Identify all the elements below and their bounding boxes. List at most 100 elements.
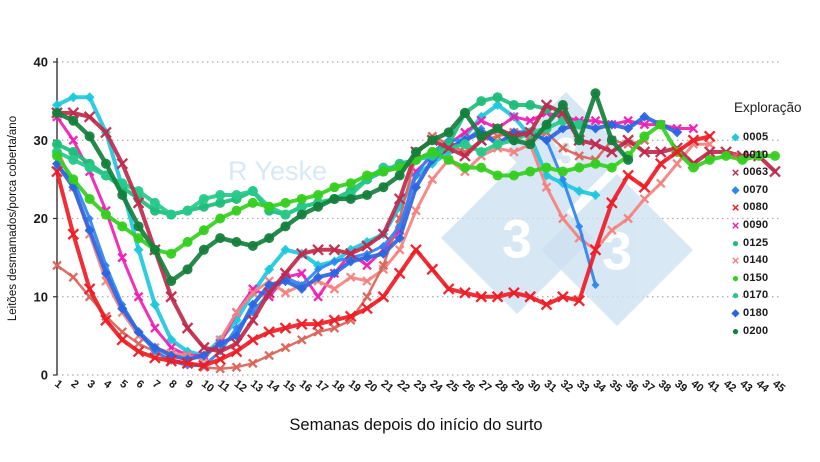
x-tick-label: 3 [85,378,97,391]
y-tick-label: 30 [34,133,48,148]
x-tick-label: 17 [313,378,330,395]
x-tick-label: 6 [134,378,146,391]
legend-item-0180: ◆ 0180 [728,305,818,323]
circle-marker-icon: ● [731,270,740,285]
x-tick-label: 9 [183,378,195,391]
x-tick-label: 22 [395,378,412,395]
x-tick-label: 14 [264,378,282,396]
x-tick-label: 28 [493,378,510,395]
legend-item-0070: ◆ 0070 [728,182,818,200]
x-tick-label: 31 [542,378,559,395]
x-tick-label: 1 [52,378,64,391]
x-tick-label: 33 [574,378,591,395]
legend-item-0005: ◆ 0005 [728,129,818,147]
circle-marker-icon: ● [731,288,740,303]
x-tick-label: 35 [607,378,624,395]
legend-item-0125: ● 0125 [728,235,818,253]
x-tick-label: 26 [460,378,477,395]
legend-item-label: 0063 [743,166,769,179]
x-tick-label: 36 [623,378,640,395]
x-tick-label: 38 [656,378,673,395]
x-marker-icon: × [731,165,740,181]
legend-item-0140: × 0140 [728,252,818,270]
legend-item-0150: ● 0150 [728,270,818,288]
x-tick-label: 23 [411,378,428,395]
y-tick-label: 40 [34,55,48,70]
x-tick-label: 43 [738,378,755,395]
x-tick-label: 34 [591,378,609,396]
x-tick-label: 11 [215,378,232,395]
series-line-0005 [55,95,598,358]
author-watermark: R Yeske [228,156,327,186]
x-tick-label: 41 [705,378,722,395]
x-tick-label: 21 [379,378,396,395]
x-tick-label: 18 [330,378,347,395]
legend-item-label: 0200 [743,324,769,337]
x-tick-label: 27 [476,378,493,395]
legend-item-label: 0125 [743,236,769,249]
y-tick-label: 20 [34,211,48,226]
legend-item-label: 0170 [743,289,769,302]
x-tick-label: 4 [101,378,114,392]
svg-text:3: 3 [502,209,532,269]
x-tick-label: 8 [166,378,178,391]
legend-item-label: 0070 [743,183,769,196]
x-tick-label: 7 [150,378,162,391]
x-tick-label: 19 [346,378,363,395]
x-marker-icon: × [731,147,740,163]
x-tick-label: 2 [68,378,80,391]
x-tick-label: 32 [558,378,575,395]
x-marker-icon: × [731,217,740,233]
legend-item-0090: × 0090 [728,217,818,235]
y-axis-title: Leitões desmamados/porca coberta/ano [7,116,19,321]
y-tick-label: 10 [34,289,48,304]
x-marker-icon: × [731,200,740,216]
legend-item-0063: × 0063 [728,164,818,182]
svg-text:3: 3 [602,221,632,281]
logo-diamond: 3 [541,174,693,326]
x-tick-label: 40 [689,378,706,395]
x-tick-label: 5 [117,378,129,391]
legend-item-label: 0140 [743,254,769,267]
x-tick-label: 25 [444,378,461,395]
legend: Exploração ◆ 0005 × 0010 × 0063 ◆ 0070 × 0080 × 009… [728,100,818,340]
diamond-marker-icon: ◆ [731,307,740,319]
legend-item-0010: × 0010 [728,147,818,165]
x-tick-label: 29 [509,378,526,395]
legend-item-label: 0080 [743,201,769,214]
x-tick-label: 30 [525,378,542,395]
x-tick-label: 44 [754,378,772,396]
legend-item-0080: × 0080 [728,199,818,217]
legend-item-label: 0180 [743,306,769,319]
diamond-marker-icon: ◆ [731,132,740,143]
x-tick-label: 15 [281,378,298,395]
legend-item-0200: ● 0200 [728,323,818,341]
x-tick-label: 13 [248,378,265,395]
circle-marker-icon: ● [731,235,740,250]
legend-item-0170: ● 0170 [728,287,818,305]
x-marker-icon: × [731,253,740,269]
x-tick-label: 12 [232,378,249,395]
legend-item-label: 0150 [743,271,769,284]
legend-item-label: 0005 [743,131,769,143]
x-tick-label: 10 [199,378,216,395]
x-tick-label: 39 [672,378,689,395]
x-tick-label: 45 [770,378,787,395]
circle-marker-icon: ● [731,323,740,338]
series-markers-0080 [51,130,716,372]
logo-diamond: 3 [441,162,593,314]
x-axis-title: Semanas depois do início do surto [289,416,542,434]
x-tick-label: 24 [427,378,445,396]
y-tick-label: 0 [41,368,48,383]
x-tick-label: 16 [297,378,314,395]
legend-items: ◆ 0005 × 0010 × 0063 ◆ 0070 × 0080 × 0090 ● 0125 × 0140… [728,129,818,340]
x-tick-label: 42 [721,378,738,395]
legend-title: Exploração [734,100,802,115]
x-tick-label: 20 [362,378,379,395]
diamond-marker-icon: ◆ [731,184,740,196]
x-tick-label: 37 [640,378,657,395]
legend-item-label: 0090 [743,218,769,231]
